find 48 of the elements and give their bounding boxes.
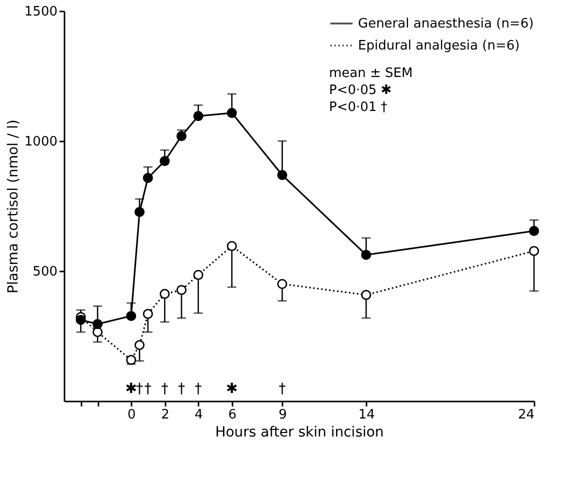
x-tick-label: 0 <box>128 408 136 422</box>
x-tick-label: 2 <box>161 408 170 422</box>
x-axis-title: Hours after skin incision <box>215 424 384 440</box>
point <box>277 170 288 180</box>
annotation: † <box>161 381 168 397</box>
point <box>142 172 153 183</box>
point <box>92 319 103 330</box>
x-tick-label: 4 <box>194 408 203 422</box>
annotation: mean ± SEM <box>329 66 413 81</box>
annotation: † <box>136 381 144 397</box>
point <box>126 354 136 365</box>
point <box>277 278 288 290</box>
point <box>361 290 372 300</box>
y-axis-title: Plasma cortisol (nmol / l) <box>5 120 22 294</box>
point <box>193 111 204 122</box>
point <box>134 206 145 217</box>
y-tick-label: 500 <box>32 264 58 280</box>
annotation: † <box>178 381 185 397</box>
annotation: † <box>278 381 286 397</box>
point <box>226 108 237 118</box>
x-tick-label: 24 <box>518 408 534 422</box>
annotation: P<0·01 † <box>329 100 388 115</box>
point <box>160 288 170 299</box>
point <box>528 226 540 236</box>
legend-label: Epidural analgesia (n=6) <box>358 38 520 54</box>
point <box>142 308 153 319</box>
point <box>126 310 136 321</box>
x-tick-label: 9 <box>278 408 287 422</box>
x-tick-label: 6 <box>228 408 236 422</box>
annotation: † <box>194 381 202 397</box>
annotation: ✱ <box>226 381 238 397</box>
point <box>176 284 187 295</box>
point <box>528 246 540 256</box>
annotation: P<0·05 ✱ <box>329 83 392 98</box>
annotation: ✱ <box>125 381 138 397</box>
legend-label: General anaesthesia (n=6) <box>358 16 534 32</box>
point <box>361 250 372 260</box>
point <box>92 327 103 338</box>
point <box>160 156 170 166</box>
point <box>193 270 204 280</box>
point <box>226 241 237 252</box>
point <box>176 131 187 142</box>
point <box>76 314 86 325</box>
annotation: † <box>144 381 152 397</box>
point <box>134 340 145 350</box>
y-tick-label: 1000 <box>24 134 58 150</box>
y-tick-label: 1500 <box>24 4 58 20</box>
x-tick-label: 14 <box>358 408 375 422</box>
